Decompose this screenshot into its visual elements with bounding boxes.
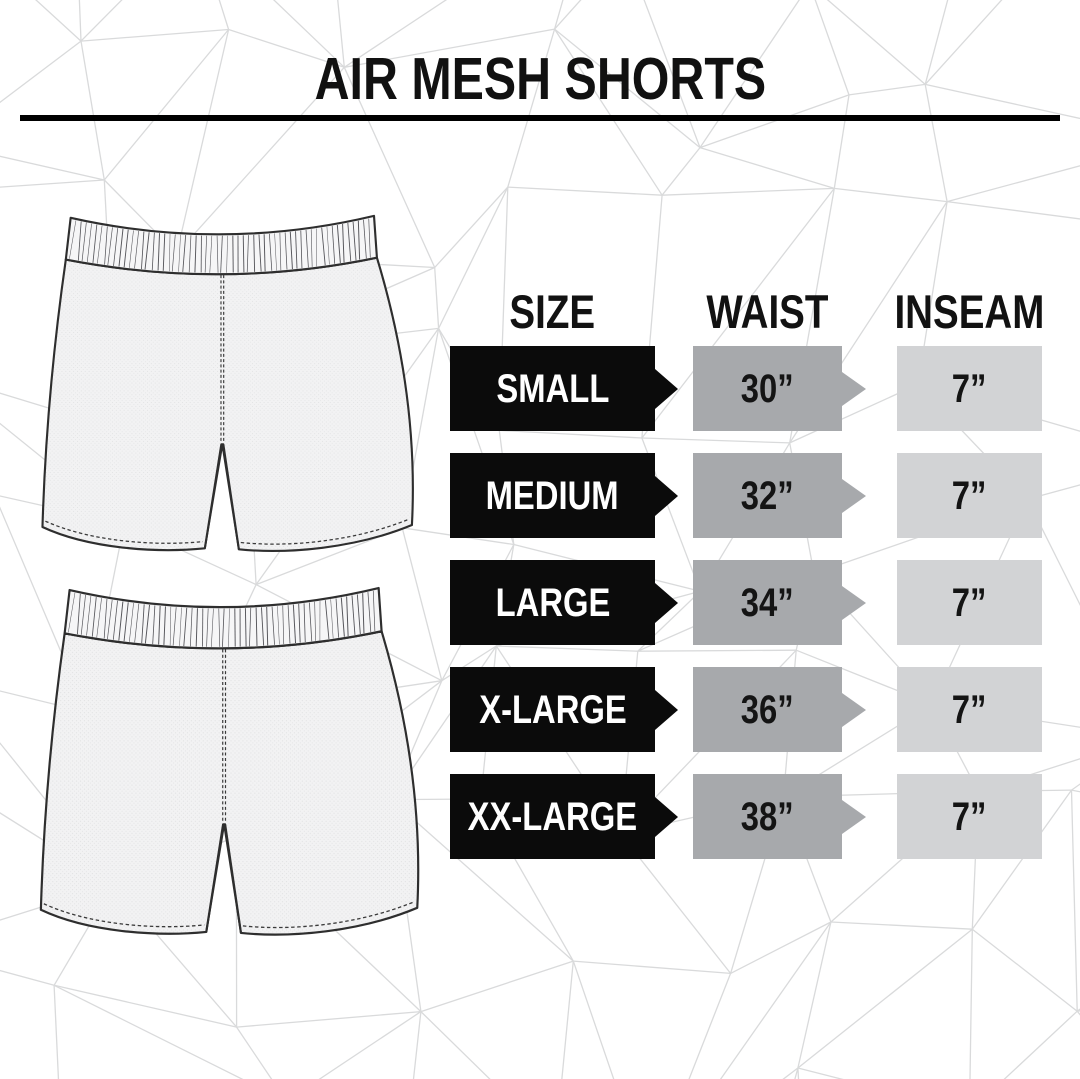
inseam-cell-xx-large: 7”: [897, 774, 1042, 859]
column-header-inseam: INSEAM: [819, 288, 1080, 335]
inseam-value: 7”: [952, 794, 987, 839]
size-cell-xx-large: XX-LARGE: [450, 774, 655, 859]
size-label: SMALL: [496, 366, 609, 411]
page-title-text: AIR MESH SHORTS: [314, 46, 766, 112]
column-header-waist-label: WAIST: [705, 285, 829, 338]
inseam-cell-x-large: 7”: [897, 667, 1042, 752]
title-underline-rule: [20, 115, 1060, 121]
size-cell-x-large: X-LARGE: [450, 667, 655, 752]
shorts-front-illustration: [26, 211, 442, 561]
waist-cell-large: 34”: [693, 560, 842, 645]
waist-value: 30”: [741, 366, 794, 411]
inseam-value: 7”: [952, 366, 987, 411]
waist-cell-x-large: 36”: [693, 667, 842, 752]
inseam-value: 7”: [952, 473, 987, 518]
inseam-cell-small: 7”: [897, 346, 1042, 431]
shorts-back-illustration: [28, 583, 444, 945]
inseam-value: 7”: [952, 580, 987, 625]
column-header-size-label: SIZE: [509, 285, 595, 338]
waist-cell-small: 30”: [693, 346, 842, 431]
inseam-value: 7”: [952, 687, 987, 732]
size-label: X-LARGE: [478, 687, 627, 732]
waist-value: 34”: [741, 580, 794, 625]
waist-value: 32”: [741, 473, 794, 518]
size-cell-large: LARGE: [450, 560, 655, 645]
waist-cell-xx-large: 38”: [693, 774, 842, 859]
inseam-cell-medium: 7”: [897, 453, 1042, 538]
size-label: XX-LARGE: [467, 794, 638, 839]
column-header-size: SIZE: [402, 288, 702, 335]
page-title: AIR MESH SHORTS: [0, 50, 1080, 109]
column-header-waist: WAIST: [617, 288, 917, 335]
waist-value: 38”: [741, 794, 794, 839]
size-label: MEDIUM: [485, 473, 620, 518]
size-cell-medium: MEDIUM: [450, 453, 655, 538]
inseam-cell-large: 7”: [897, 560, 1042, 645]
waist-value: 36”: [741, 687, 794, 732]
waist-cell-medium: 32”: [693, 453, 842, 538]
size-label: LARGE: [495, 580, 610, 625]
size-cell-small: SMALL: [450, 346, 655, 431]
column-header-inseam-label: INSEAM: [894, 285, 1044, 338]
